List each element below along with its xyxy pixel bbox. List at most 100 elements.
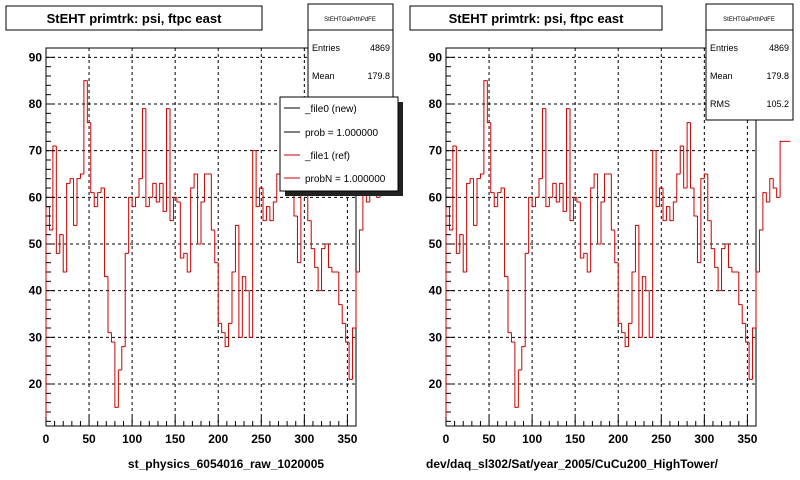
histogram-bin — [352, 327, 356, 380]
histogram-bin — [355, 271, 360, 328]
histogram-bin — [686, 122, 691, 188]
histogram-bin — [497, 192, 502, 207]
x-tick-label: 200 — [608, 432, 628, 446]
histogram-bin — [566, 108, 570, 212]
histogram-bin — [696, 216, 701, 264]
histogram-bin — [466, 182, 471, 272]
histogram-bin — [552, 182, 557, 198]
histogram-bin — [652, 150, 657, 338]
histogram-bin — [138, 178, 143, 198]
histogram-panel-left: 0 50 100 150 200 250 300 350 20 30 40 50 60 70 80 90 St… — [5, 3, 403, 471]
histogram-bin — [59, 234, 64, 254]
histogram-bin — [541, 108, 546, 179]
stats-mean-value: 179.8 — [367, 71, 390, 81]
x-tick-label: 350 — [737, 432, 757, 446]
histogram-bin — [758, 229, 763, 272]
histogram-bin — [331, 267, 336, 273]
histogram-bin — [479, 173, 484, 179]
axis-ticks — [45, 56, 357, 426]
y-tick-label: 40 — [29, 284, 43, 298]
histogram-bin — [321, 248, 325, 291]
histogram-bin — [772, 178, 777, 189]
stats-mean-value: 179.8 — [766, 71, 789, 81]
histogram-bin — [128, 196, 133, 254]
histogram-bin — [231, 271, 236, 324]
histogram-bin — [641, 276, 646, 338]
histogram-bin — [214, 230, 219, 264]
histogram-bin — [524, 252, 529, 347]
histogram-bin — [265, 206, 270, 221]
stats-box: StEHTGaPrthPdFE Entries 4869 Mean 179.8 — [307, 3, 394, 103]
histogram-bin — [690, 122, 694, 189]
histogram-bin — [528, 196, 533, 254]
histogram-bin — [76, 178, 81, 226]
chart-title: StEHT primtrk: psi, ftpc east — [449, 11, 624, 26]
histogram-bin — [296, 216, 301, 264]
histogram-bin — [700, 178, 705, 263]
histogram-bin — [190, 187, 195, 272]
histogram-bin — [86, 80, 91, 124]
histogram-bin — [538, 178, 543, 198]
y-tick-label: 90 — [429, 50, 443, 64]
histogram-bin — [631, 271, 636, 324]
histogram-bin — [531, 197, 536, 208]
histogram-bin — [52, 145, 57, 230]
histogram-bin — [645, 276, 650, 292]
legend-entry-ref: _file1 (ref) — [304, 151, 350, 162]
x-tick-label: 250 — [251, 432, 271, 446]
x-tick-label: 300 — [294, 432, 314, 446]
histogram-bin — [624, 332, 629, 348]
histogram-bin — [203, 173, 208, 202]
histogram-bin — [576, 197, 581, 203]
histogram-bin — [100, 187, 105, 193]
x-tick-label: 50 — [482, 432, 496, 446]
stats-name: StEHTGaPrthPdFE — [723, 17, 775, 23]
histogram-bin — [617, 262, 622, 324]
histogram-bin — [73, 178, 77, 226]
histogram-bin — [145, 108, 150, 208]
histogram-bin — [155, 183, 160, 203]
histogram-bin — [662, 188, 667, 222]
histogram-bin — [104, 188, 108, 278]
histogram-bin — [121, 346, 126, 370]
histogram-bin — [228, 322, 232, 347]
histogram-bin — [555, 183, 560, 203]
histogram-bin — [683, 146, 688, 189]
histogram-bin — [569, 108, 574, 222]
histogram-bin — [614, 230, 619, 264]
y-tick-label: 80 — [29, 97, 43, 111]
histogram-bin — [545, 108, 550, 208]
histogram-bin — [452, 145, 457, 230]
histogram-bin — [172, 196, 177, 221]
histogram-bin — [517, 369, 522, 408]
histogram-series — [445, 80, 791, 426]
histogram-bin — [48, 206, 53, 231]
histogram-bin — [210, 174, 215, 231]
histogram-bin — [259, 187, 263, 207]
histogram-bin — [679, 145, 684, 174]
histogram-bin — [593, 173, 598, 188]
histogram-bin — [448, 206, 453, 231]
histogram-bin — [603, 173, 608, 202]
legend: _file0 (new) prob = 1.000000 _file1 (ref… — [279, 96, 403, 196]
y-tick-label: 40 — [429, 284, 443, 298]
histogram-bin — [745, 323, 750, 343]
histogram-panel-right: 0 50 100 150 200 250 300 350 20 30 40 50 60 70 80 90 St… — [409, 3, 794, 471]
histogram-bin — [562, 183, 567, 212]
histogram-bin — [462, 234, 467, 273]
histogram-bin — [628, 322, 632, 347]
histogram-bin — [358, 229, 363, 272]
histogram-bin — [317, 267, 322, 292]
histogram-bin — [186, 253, 191, 273]
x-axis-label: dev/daq_sl302/Sat/year_2005/CuCu200_High… — [426, 457, 719, 471]
histogram-bin — [741, 304, 746, 324]
histogram-bin — [714, 248, 719, 268]
x-tick-label: 0 — [43, 432, 50, 446]
legend-entry-prob: prob = 1.000000 — [305, 128, 379, 139]
histogram-bin — [476, 178, 481, 226]
histogram-bin — [600, 201, 605, 244]
histogram-bin — [93, 192, 98, 208]
histogram-bin — [765, 192, 770, 203]
histogram-bin — [176, 197, 181, 203]
